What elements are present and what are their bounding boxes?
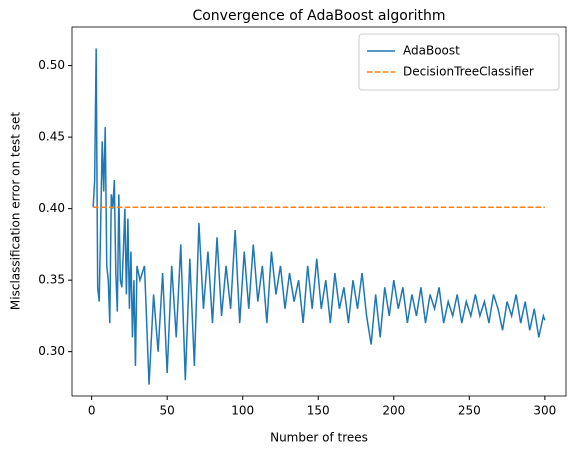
- y-tick-label: 0.35: [38, 273, 65, 287]
- x-tick-label: 100: [231, 404, 254, 418]
- legend-label: AdaBoost: [403, 44, 460, 58]
- y-tick-label: 0.30: [38, 344, 65, 358]
- y-axis-label: Misclassification error on test set: [9, 112, 23, 310]
- plot-frame: [71, 26, 567, 397]
- x-tick-label: 150: [307, 404, 330, 418]
- y-tick-label: 0.45: [38, 130, 65, 144]
- legend-box: [358, 33, 560, 91]
- chart-title: Convergence of AdaBoost algorithm: [192, 8, 445, 24]
- x-tick-label: 50: [160, 404, 175, 418]
- legend-label: DecisionTreeClassifier: [403, 65, 534, 79]
- y-tick-label: 0.50: [38, 58, 65, 72]
- x-tick-label: 300: [533, 404, 556, 418]
- x-tick-label: 0: [88, 404, 96, 418]
- x-axis-label: Number of trees: [270, 431, 368, 445]
- line-series: [92, 48, 546, 385]
- y-tick-label: 0.40: [38, 201, 65, 215]
- x-tick-label: 200: [382, 404, 405, 418]
- x-tick-label: 250: [458, 404, 481, 418]
